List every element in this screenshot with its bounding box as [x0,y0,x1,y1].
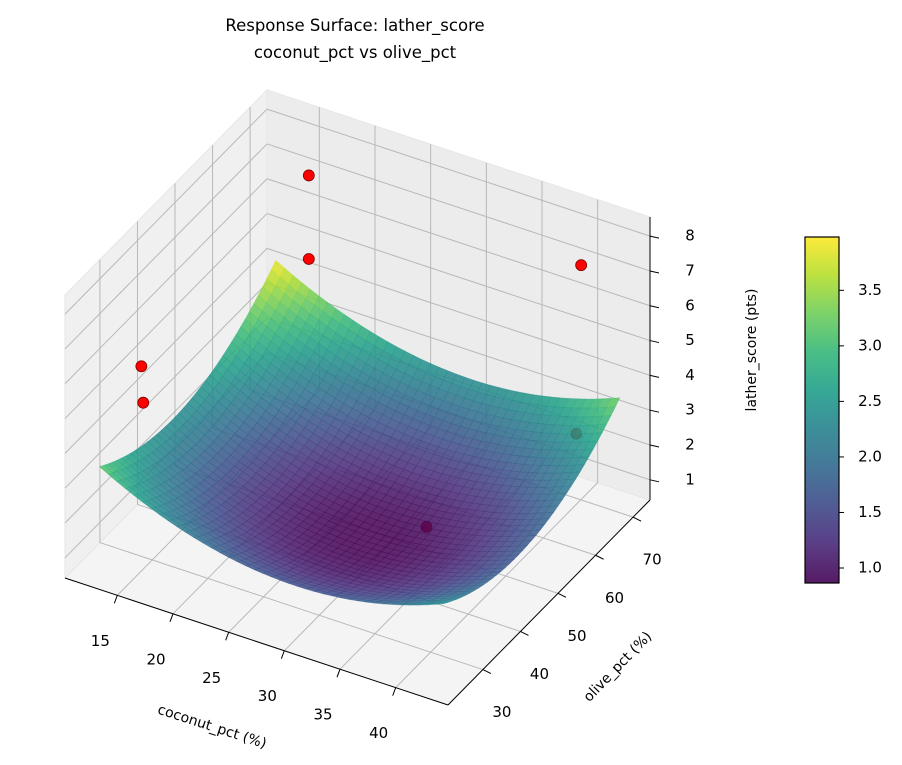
y-tick-mark [595,554,604,560]
z-axis-label: lather_score (pts) [744,289,760,412]
z-tick-mark [649,340,660,344]
chart-title-line-1: Response Surface: lather_score [225,16,484,36]
z-tick-label: 8 [685,227,695,245]
scatter-points [135,169,588,409]
x-axis-label: coconut_pct (%) [156,702,269,752]
x-tick-mark [392,687,397,696]
x-tick-label: 30 [258,687,277,705]
z-tick-label: 3 [685,401,695,419]
left-wall-grid-line [64,248,268,454]
back-wall-grid-line [266,247,651,376]
z-tick-label: 4 [685,366,695,384]
x-tick-mark [169,613,174,622]
z-tick-label: 2 [685,436,695,454]
y-tick-mark [557,592,567,598]
left-wall-grid-line [64,282,268,489]
y-axis-label: olive_pct (%) [581,629,656,706]
left-wall-grid-line [64,143,268,350]
colorbar-tick-label: 2.5 [858,392,882,410]
floor-grid-line [99,542,484,671]
back-wall-grid-line [266,143,651,272]
floor-grid-line [395,482,599,688]
colorbar-gradient [804,236,840,584]
z-tick-label: 5 [685,331,695,349]
z-tick-mark [649,444,660,448]
colorbar-tick-label: 3.0 [858,336,882,354]
x-tick-label: 25 [202,669,221,687]
x-tick-mark [225,632,230,641]
y-tick-mark [632,516,642,522]
colorbar-tick-label: 1.0 [858,559,882,577]
y-tick-mark [520,631,529,636]
back-wall-grid-line [266,108,651,237]
z-tick-mark [649,479,660,483]
chart-title-line-2: coconut_pct vs olive_pct [254,43,457,63]
z-tick-mark [649,270,660,274]
data-point [137,396,150,409]
x-tick-mark [280,650,285,659]
y-tick-label: 70 [643,551,662,569]
axes: 15 20 25 30 35 40 30 40 50 60 70 1 2 3 4 5 6 7 8 [64,217,695,742]
x-tick-label: 40 [369,724,388,742]
y-tick-label: 50 [567,627,586,645]
data-point [302,253,315,265]
colorbar-tick-label: 2.0 [858,447,882,465]
colorbar-tick-label: 3.5 [858,281,882,299]
y-axis-line [447,499,651,706]
back-wall-grid-line [266,282,651,411]
back-wall-grid-line [266,213,651,342]
left-wall-grid-line [64,108,268,315]
y-tick-mark [482,669,492,675]
data-point [135,360,148,373]
left-wall-grid-line [64,213,268,419]
z-tick-mark [649,374,660,378]
colorbar-tick-label: 1.5 [858,503,882,521]
y-tick-label: 40 [530,665,549,683]
x-tick-label: 20 [146,650,165,668]
x-tick-mark [336,669,341,678]
data-point [302,169,315,182]
left-wall-grid-line [64,178,268,385]
data-point [575,259,588,272]
x-tick-label: 35 [313,706,332,724]
x-tick-label: 15 [91,632,110,650]
surface-patch [434,602,448,605]
back-wall-grid-line [266,178,651,307]
z-tick-label: 6 [685,296,695,314]
colorbar: 1.0 1.5 2.0 2.5 3.0 3.5 [804,236,882,584]
y-tick-label: 60 [605,589,624,607]
z-tick-label: 7 [685,261,695,279]
z-tick-mark [649,235,660,239]
z-tick-mark [649,409,660,413]
z-tick-label: 1 [685,470,695,488]
z-tick-mark [649,305,660,309]
y-tick-label: 30 [492,703,511,721]
x-axis-line [64,577,449,706]
surface [98,259,621,606]
x-tick-mark [113,595,118,604]
